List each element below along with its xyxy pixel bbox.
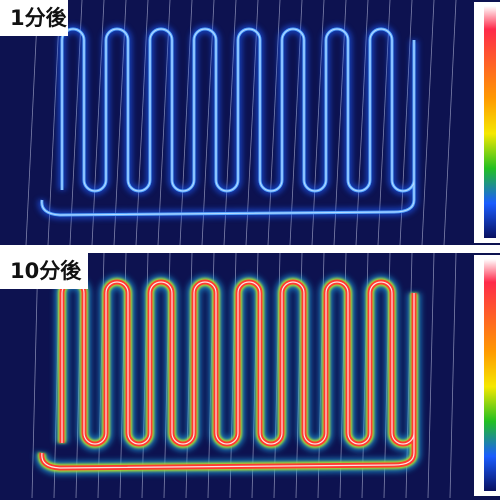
time-label: 1分後 [10, 6, 68, 30]
fabric-line [443, 0, 457, 246]
fabric-line [449, 252, 457, 499]
label-box [0, 253, 88, 289]
color-bar [484, 259, 496, 491]
time-label: 10分後 [10, 259, 82, 283]
fabric-line [31, 252, 39, 499]
panel-10min: 10分後 [0, 252, 500, 500]
heater-core [41, 28, 415, 216]
fabric-line [421, 0, 435, 246]
label-box [0, 0, 68, 36]
fabric-line [25, 0, 39, 246]
panel-1min: 1分後 [0, 0, 500, 246]
fabric-line [427, 252, 435, 499]
heater-core [41, 281, 415, 469]
thermal-background [0, 0, 500, 245]
color-bar [484, 6, 496, 238]
